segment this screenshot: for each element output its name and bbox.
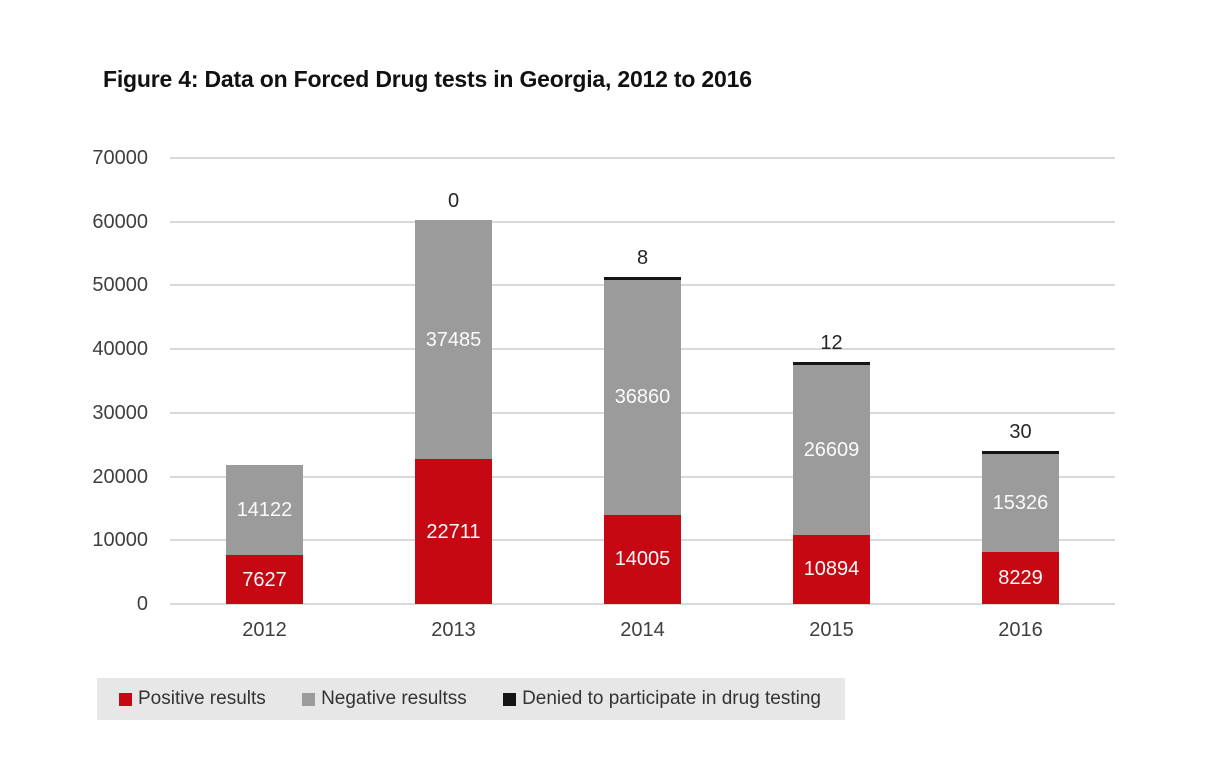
legend-label: Denied to participate in drug testing	[522, 688, 821, 709]
denied-value-label: 8	[636, 246, 649, 269]
gridline	[170, 603, 1115, 605]
negative-value-label: 36860	[614, 386, 671, 409]
legend-swatch-icon	[503, 692, 517, 706]
legend-label: Negative resultss	[321, 688, 467, 709]
legend: Positive results Negative resultss Denied …	[97, 678, 845, 720]
plot-area: 14122 7627 37485 22711 36860 14005 26609 10894 1…	[170, 157, 1115, 605]
bar-segment-positive	[604, 514, 681, 604]
positive-value-label: 7627	[242, 568, 287, 591]
x-axis-tick-label: 2013	[431, 619, 476, 641]
bar-segment-denied	[604, 276, 681, 280]
denied-value-label: 0	[447, 190, 460, 213]
bar-segment-positive	[793, 534, 870, 604]
bar-segment-negative	[793, 365, 870, 535]
chart-title: Figure 4: Data on Forced Drug tests in G…	[103, 66, 752, 92]
positive-value-label: 10894	[803, 558, 860, 581]
y-axis-tick-label: 50000	[92, 274, 148, 297]
y-axis-tick-label: 30000	[92, 401, 148, 424]
y-axis-tick-label: 10000	[92, 529, 148, 552]
bar-group-2014: 36860 14005	[604, 276, 681, 604]
y-axis-tick-label: 40000	[92, 338, 148, 361]
x-axis-tick-label: 2015	[809, 619, 854, 641]
bar-group-2015: 26609 10894	[793, 362, 870, 604]
y-axis-tick-label: 0	[136, 593, 148, 615]
gridline	[170, 157, 1115, 159]
bar-segment-denied	[793, 362, 870, 366]
bar-segment-positive	[226, 555, 303, 604]
legend-swatch-icon	[302, 692, 316, 706]
legend-item: Denied to participate in drug testing	[503, 688, 821, 710]
y-axis-tick-label: 20000	[92, 465, 148, 488]
legend-label: Positive results	[138, 688, 266, 709]
y-axis-tick-label: 60000	[92, 210, 148, 233]
x-axis-tick-label: 2012	[242, 619, 287, 641]
x-axis-tick-label: 2014	[620, 619, 665, 641]
positive-value-label: 8229	[998, 566, 1043, 589]
bar-segment-negative	[226, 465, 303, 556]
bar-segment-negative	[604, 279, 681, 515]
negative-value-label: 37485	[425, 328, 482, 351]
bar-segment-positive	[982, 551, 1059, 604]
denied-value-label: 12	[820, 332, 843, 355]
y-axis-tick-label: 70000	[92, 147, 148, 169]
bar-group-2012: 14122 7627	[226, 465, 303, 604]
positive-value-label: 14005	[614, 548, 671, 571]
legend-swatch-icon	[119, 692, 132, 706]
negative-value-label: 15326	[992, 491, 1049, 514]
negative-value-label: 26609	[803, 438, 860, 461]
legend-item: Positive results	[119, 688, 266, 710]
positive-value-label: 22711	[426, 520, 481, 543]
bar-segment-negative	[415, 220, 492, 460]
gridline	[170, 220, 1115, 223]
x-axis-tick-label: 2016	[998, 619, 1043, 641]
bar-group-2013: 37485 22711	[415, 220, 492, 604]
bar-segment-denied	[982, 450, 1059, 454]
bar-segment-negative	[982, 453, 1059, 552]
bar-group-2016: 15326 8229	[982, 450, 1059, 604]
negative-value-label: 14122	[236, 499, 293, 522]
legend-item: Negative resultss	[302, 688, 467, 710]
denied-value-label: 30	[1009, 420, 1032, 443]
bar-segment-positive	[415, 459, 492, 604]
